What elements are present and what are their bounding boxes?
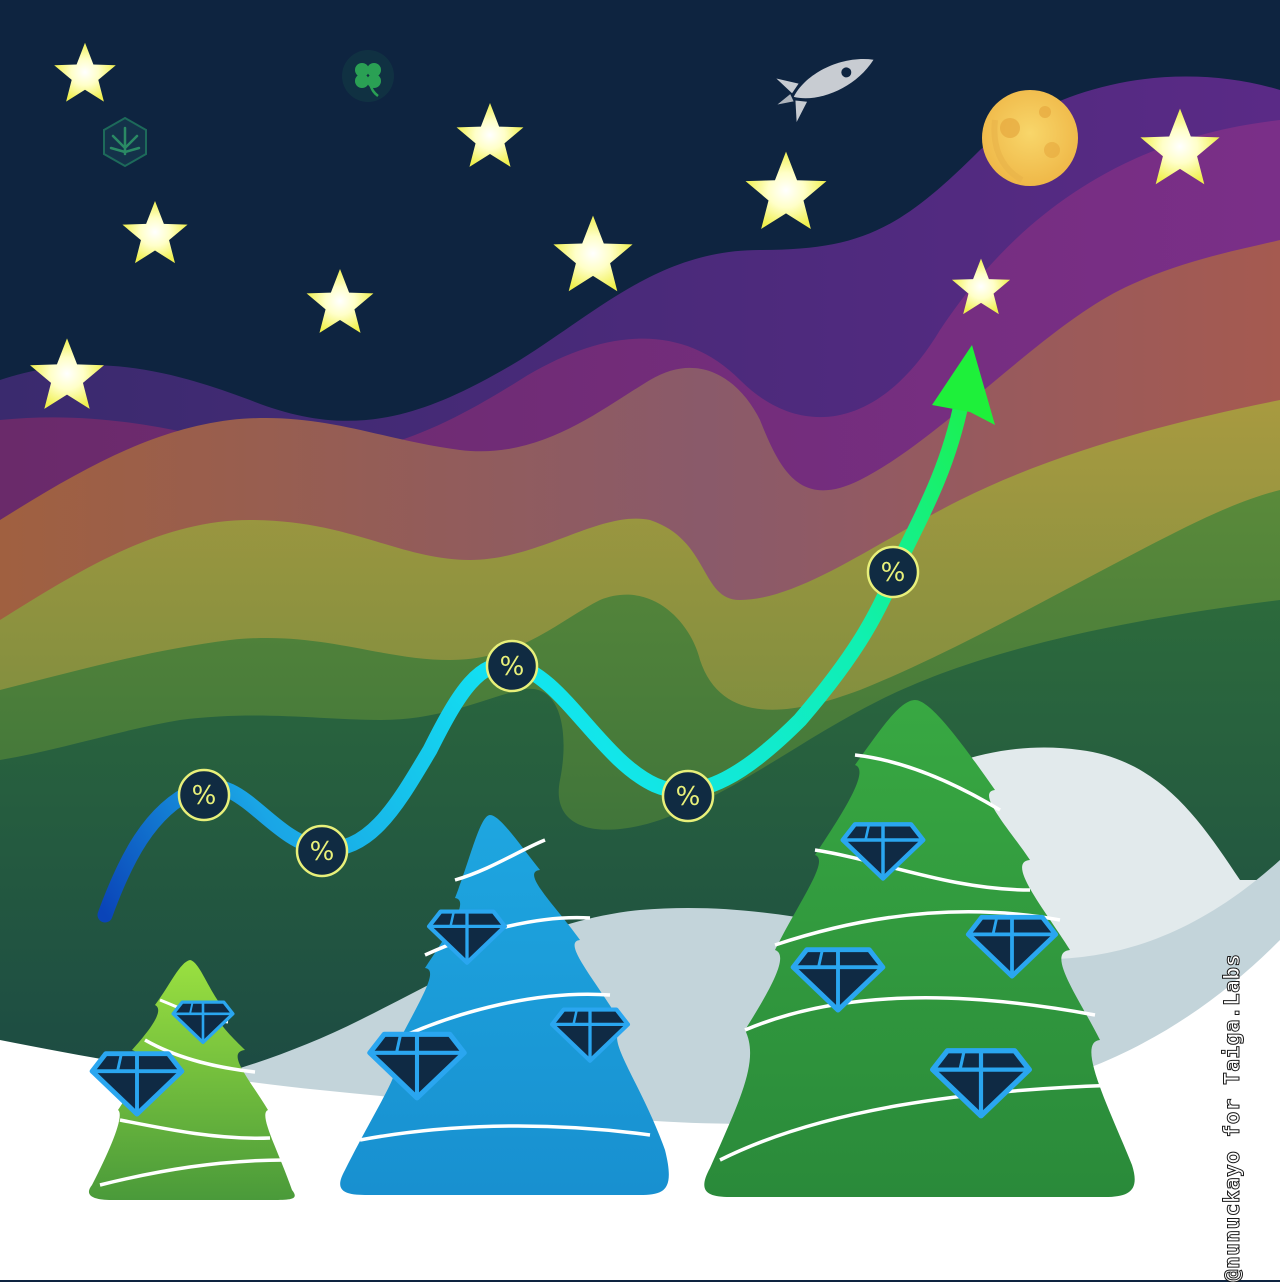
moon-icon (982, 90, 1078, 186)
percent-badges: % % % % % (177, 545, 920, 878)
percent-icon: % (192, 781, 217, 811)
percent-icon: % (310, 837, 335, 867)
percent-badge-4: % (661, 769, 715, 823)
percent-icon: % (881, 558, 906, 588)
cannabis-leaf-icon (103, 116, 147, 168)
rocket-icon (776, 59, 874, 123)
tree-light-green (88, 960, 295, 1200)
growth-arrow-head (932, 345, 995, 425)
percent-icon: % (500, 652, 525, 682)
clover-icon (342, 50, 394, 102)
percent-badge-2: % (295, 824, 349, 878)
percent-icon: % (676, 782, 701, 812)
artist-credit: @nunuckayo for Taiga.Labs (1220, 953, 1245, 1282)
percent-badge-1: % (177, 768, 231, 822)
tree-blue (340, 815, 669, 1195)
percent-badge-3: % (485, 639, 539, 693)
percent-badge-5: % (866, 545, 920, 599)
